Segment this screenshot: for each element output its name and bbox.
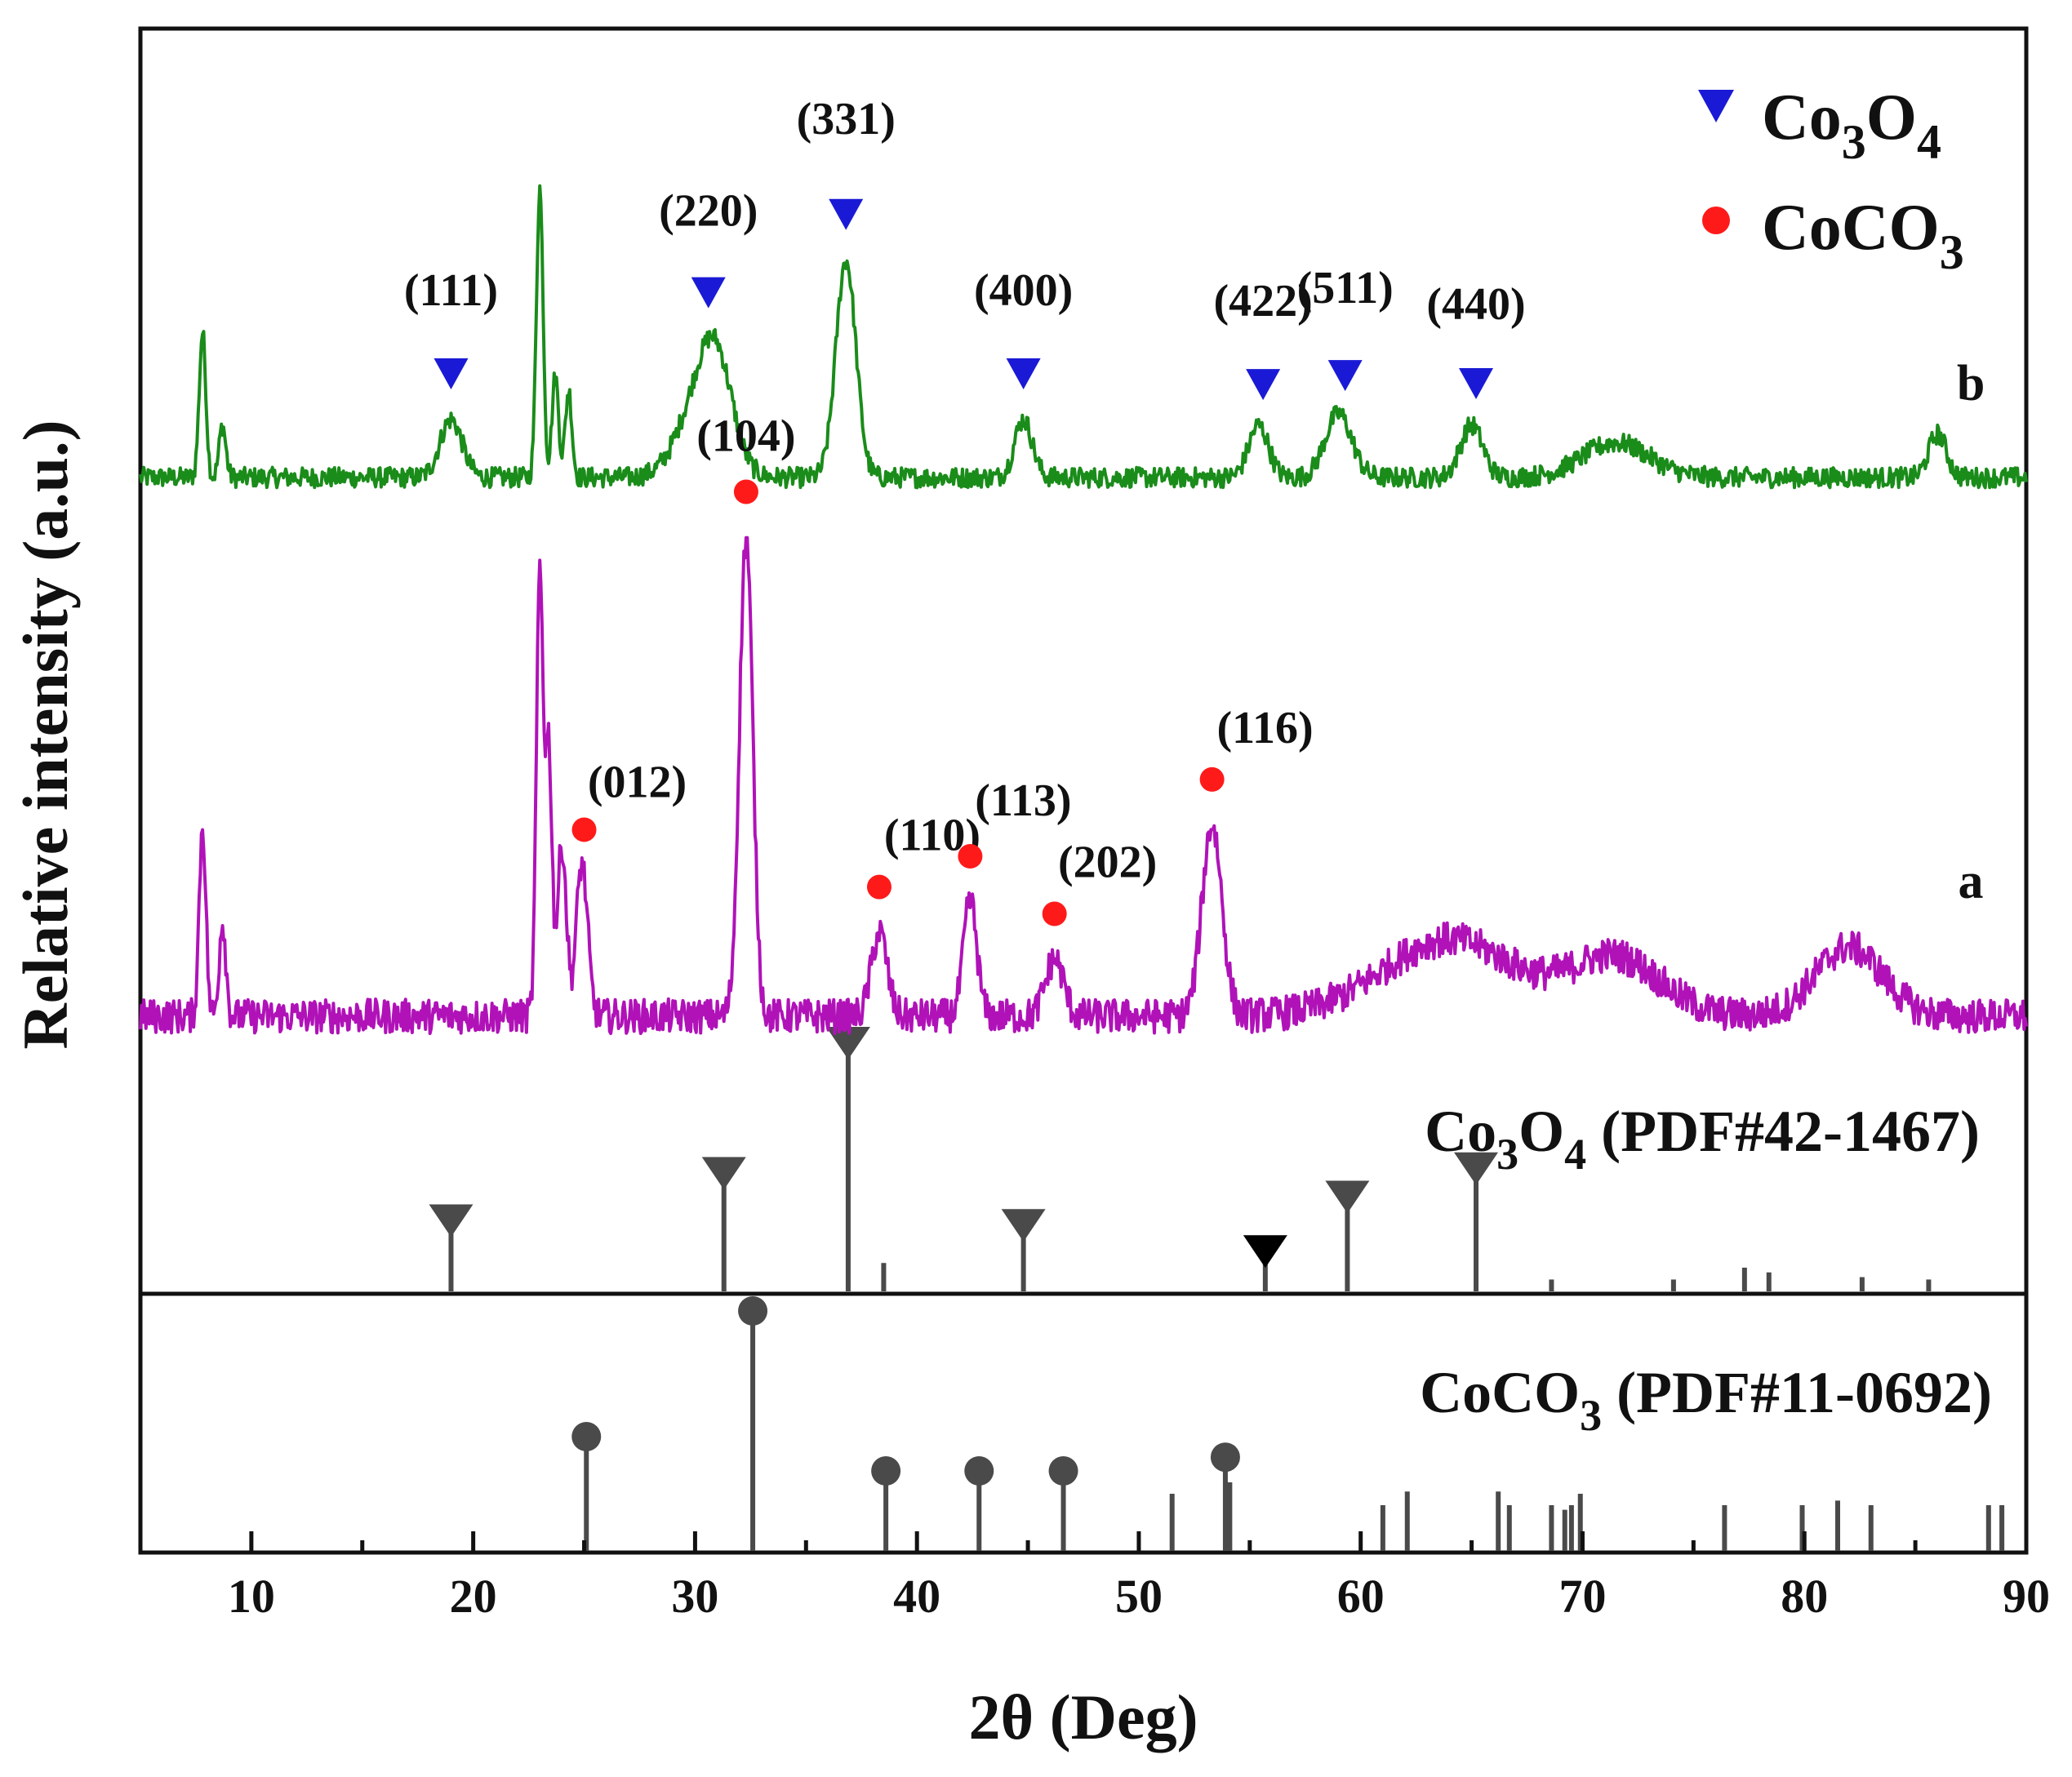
curve-label-b: b bbox=[1957, 356, 1985, 411]
co3o4-ref-tail: (PDF#42-1467) bbox=[1586, 1099, 1980, 1164]
peak-label-a-1: (104) bbox=[696, 411, 795, 462]
ref-coco3-marker-4 bbox=[1048, 1456, 1078, 1486]
coco3-ref-base: CoCO bbox=[1420, 1360, 1580, 1425]
peak-label-b-0: (111) bbox=[404, 265, 498, 316]
peak-label-b-1: (220) bbox=[659, 186, 758, 237]
x-tick-label-60: 60 bbox=[1337, 1570, 1385, 1623]
x-tick-label-70: 70 bbox=[1558, 1570, 1606, 1623]
ref-coco3-marker-0 bbox=[571, 1422, 602, 1451]
ref-coco3-marker-6 bbox=[1210, 1442, 1240, 1473]
legend-co3o4-base: Co bbox=[1762, 82, 1842, 153]
x-tick-label-30: 30 bbox=[671, 1570, 718, 1623]
co3o4-ref-sub2: 4 bbox=[1564, 1130, 1586, 1179]
legend-co3o4-sub2: 4 bbox=[1917, 115, 1941, 169]
peak-label-b-6: (440) bbox=[1426, 279, 1525, 330]
coco3-reference-label: CoCO3 (PDF#11-0692) bbox=[1420, 1360, 1992, 1440]
peak-marker-a-2 bbox=[866, 874, 891, 900]
peak-marker-a-5 bbox=[1199, 766, 1225, 792]
legend-coco3-base: CoCO bbox=[1762, 192, 1940, 264]
x-tick-label-80: 80 bbox=[1781, 1570, 1828, 1623]
legend-coco3-label: CoCO3 bbox=[1762, 192, 1964, 279]
xrd-curves: ba bbox=[139, 184, 2028, 1036]
xrd-curve-a bbox=[139, 535, 2028, 1036]
peak-marker-b-5 bbox=[1327, 360, 1363, 392]
peak-marker-a-4 bbox=[1042, 901, 1067, 926]
peak-label-b-3: (400) bbox=[974, 265, 1073, 316]
lower-plot-frame bbox=[138, 1291, 2029, 1555]
x-tick-label-10: 10 bbox=[228, 1570, 275, 1623]
ref-co3o4-marker-6 bbox=[1325, 1180, 1370, 1214]
legend-co3o4-mid: O bbox=[1866, 82, 1917, 153]
legend-co3o4-label: Co3O4 bbox=[1762, 82, 1941, 169]
x-tick-label-90: 90 bbox=[2003, 1570, 2050, 1623]
legend-co3o4-marker bbox=[1698, 90, 1734, 122]
x-tick-label-20: 20 bbox=[450, 1570, 497, 1623]
ref-co3o4-marker-1 bbox=[701, 1157, 746, 1190]
peak-marker-b-3 bbox=[1006, 358, 1041, 389]
peak-label-a-4: (202) bbox=[1058, 837, 1157, 888]
peak-label-a-5: (116) bbox=[1217, 703, 1314, 753]
x-axis-ticks: 10 20 30 40 50 60 70 80 90 bbox=[138, 1531, 2050, 1623]
xrd-curve-b bbox=[139, 184, 2028, 490]
peak-marker-a-1 bbox=[733, 479, 758, 504]
ref-co3o4-marker-2 bbox=[825, 1027, 870, 1060]
co3o4-reference-lines bbox=[429, 1027, 1932, 1291]
peak-label-a-3: (113) bbox=[975, 775, 1071, 826]
legend: Co3O4 CoCO3 bbox=[1698, 82, 1964, 279]
ref-coco3-marker-2 bbox=[871, 1456, 901, 1486]
peak-marker-a-0 bbox=[571, 817, 597, 842]
co3o4-ref-base: Co bbox=[1425, 1099, 1496, 1164]
peak-marker-a-3 bbox=[958, 844, 983, 869]
co3o4-ref-sub1: 3 bbox=[1496, 1130, 1518, 1179]
coco3-ref-tail: (PDF#11-0692) bbox=[1602, 1360, 1992, 1425]
ref-co3o4-marker-4 bbox=[1001, 1209, 1046, 1242]
legend-co3o4-sub1: 3 bbox=[1842, 115, 1866, 169]
co3o4-ref-mid: O bbox=[1518, 1099, 1564, 1164]
peak-label-b-5: (511) bbox=[1297, 263, 1394, 313]
co3o4-reference-label: Co3O4 (PDF#42-1467) bbox=[1425, 1099, 1980, 1179]
peak-marker-b-2 bbox=[829, 198, 864, 230]
coco3-ref-sub1: 3 bbox=[1580, 1391, 1602, 1440]
peak-marker-b-4 bbox=[1246, 369, 1281, 401]
x-tick-label-50: 50 bbox=[1115, 1570, 1163, 1623]
ref-coco3-marker-1 bbox=[738, 1296, 768, 1326]
peak-label-b-2: (331) bbox=[797, 94, 896, 144]
legend-coco3-marker bbox=[1702, 207, 1730, 234]
peak-marker-b-1 bbox=[691, 277, 726, 309]
ref-co3o4-marker-7 bbox=[1454, 1152, 1499, 1185]
peak-marker-b-0 bbox=[434, 358, 469, 389]
ref-coco3-marker-3 bbox=[964, 1456, 994, 1486]
peak-label-a-0: (012) bbox=[588, 757, 687, 807]
ref-co3o4-marker-5 bbox=[1243, 1235, 1287, 1268]
legend-coco3-sub1: 3 bbox=[1940, 225, 1964, 279]
x-tick-label-40: 40 bbox=[893, 1570, 940, 1623]
x-axis-title: 2θ (Deg) bbox=[968, 1681, 1198, 1753]
peak-label-b-4: (422) bbox=[1213, 276, 1312, 327]
peak-annotations: (111) (220) (331) (400) (422)(511) (440) (012)… bbox=[404, 94, 1526, 926]
coco3-reference-lines bbox=[571, 1296, 2005, 1551]
y-axis-title: Relative intensity (a.u.) bbox=[10, 420, 81, 1049]
ref-co3o4-marker-0 bbox=[429, 1204, 474, 1237]
curve-label-a: a bbox=[1959, 854, 1984, 909]
peak-marker-b-6 bbox=[1459, 368, 1494, 400]
